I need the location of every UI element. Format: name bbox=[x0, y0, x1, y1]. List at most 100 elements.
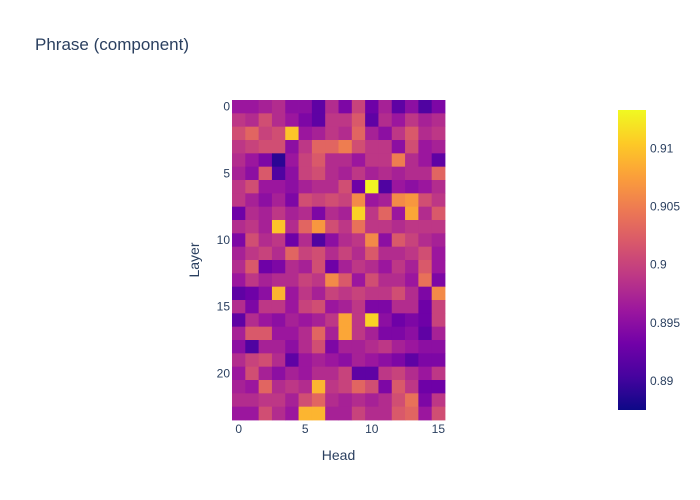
heatmap-cell bbox=[338, 313, 353, 328]
heatmap-cell bbox=[431, 166, 446, 181]
heatmap-cell bbox=[311, 340, 326, 354]
heatmap-cell bbox=[418, 326, 433, 341]
heatmap-cell bbox=[378, 113, 393, 128]
heatmap-cell bbox=[378, 340, 393, 354]
heatmap-cell bbox=[258, 340, 273, 354]
heatmap-cell bbox=[365, 140, 379, 154]
heatmap-cell bbox=[431, 180, 446, 194]
heatmap-cell bbox=[325, 300, 339, 314]
heatmap-cell bbox=[351, 393, 366, 408]
heatmap-cell bbox=[365, 393, 379, 408]
heatmap-cell bbox=[325, 380, 339, 394]
heatmap-cell bbox=[351, 113, 366, 128]
heatmap-cell bbox=[325, 286, 339, 301]
heatmap-cell bbox=[271, 220, 286, 234]
heatmap-cell bbox=[271, 366, 286, 381]
heatmap-cell bbox=[325, 326, 339, 341]
heatmap-cell bbox=[431, 406, 446, 421]
heatmap-cell bbox=[232, 286, 246, 301]
heatmap-cell bbox=[391, 100, 406, 114]
heatmap-cell bbox=[351, 206, 366, 221]
colorbar-tick-label: 0.905 bbox=[650, 200, 680, 214]
heatmap-cell bbox=[378, 126, 393, 141]
heatmap-cell bbox=[418, 113, 433, 128]
heatmap-cell bbox=[431, 313, 446, 328]
heatmap-cell bbox=[258, 380, 273, 394]
heatmap-cell bbox=[285, 260, 299, 274]
heatmap-cell bbox=[378, 366, 393, 381]
colorbar-tick-label: 0.9 bbox=[650, 258, 667, 272]
heatmap-cell bbox=[405, 340, 419, 354]
heatmap-cell bbox=[365, 326, 379, 341]
heatmap-cell bbox=[391, 393, 406, 408]
heatmap-cell bbox=[325, 233, 339, 248]
heatmap-cell bbox=[232, 206, 246, 221]
heatmap-cell bbox=[232, 300, 246, 314]
heatmap-cell bbox=[365, 193, 379, 208]
heatmap-cell bbox=[271, 273, 286, 288]
heatmap-cell bbox=[298, 220, 313, 234]
heatmap-cell bbox=[298, 326, 313, 341]
heatmap-cell bbox=[351, 406, 366, 421]
heatmap-cell bbox=[431, 340, 446, 354]
heatmap-cell bbox=[245, 313, 260, 328]
heatmap-cell bbox=[311, 366, 326, 381]
heatmap-cell bbox=[351, 220, 366, 234]
heatmap-cell bbox=[258, 233, 273, 248]
heatmap-cell bbox=[271, 340, 286, 354]
heatmap-cell bbox=[391, 313, 406, 328]
y-axis-ticks: 0 5 10 15 20 bbox=[217, 100, 231, 381]
heatmap-cell bbox=[258, 153, 273, 168]
heatmap-cell bbox=[378, 246, 393, 261]
heatmap-cell bbox=[311, 353, 326, 368]
heatmap-cell bbox=[338, 340, 353, 354]
heatmap-cell bbox=[431, 113, 446, 128]
heatmap-cell bbox=[365, 340, 379, 354]
heatmap-cell bbox=[271, 313, 286, 328]
heatmap-cell bbox=[271, 353, 286, 368]
heatmap-cell bbox=[405, 246, 419, 261]
heatmap-cell bbox=[232, 340, 246, 354]
heatmap-cell bbox=[232, 273, 246, 288]
heatmap-cell bbox=[365, 180, 379, 194]
heatmap-cell bbox=[298, 406, 313, 421]
heatmap-cell bbox=[378, 326, 393, 341]
heatmap-cell bbox=[418, 180, 433, 194]
heatmap-cell bbox=[258, 113, 273, 128]
heatmap-cell bbox=[405, 286, 419, 301]
heatmap-cell bbox=[325, 220, 339, 234]
heatmap-cell bbox=[245, 353, 260, 368]
heatmap-cell bbox=[351, 286, 366, 301]
heatmap-cell bbox=[338, 113, 353, 128]
heatmap-cell bbox=[351, 126, 366, 141]
heatmap-cell bbox=[325, 166, 339, 181]
y-tick-label: 10 bbox=[217, 233, 231, 247]
heatmap-cell bbox=[245, 193, 260, 208]
heatmap-cell bbox=[351, 233, 366, 248]
heatmap-cell bbox=[298, 193, 313, 208]
heatmap-cell bbox=[378, 220, 393, 234]
heatmap-cell bbox=[365, 206, 379, 221]
colorbar-tick-label: 0.895 bbox=[650, 316, 680, 330]
heatmap-cell bbox=[232, 220, 246, 234]
heatmap-cell bbox=[271, 140, 286, 154]
heatmap-cell bbox=[338, 220, 353, 234]
heatmap-cell bbox=[271, 126, 286, 141]
heatmap-cell bbox=[245, 406, 260, 421]
heatmap-cell bbox=[418, 126, 433, 141]
heatmap-cell bbox=[258, 300, 273, 314]
heatmap-cell bbox=[405, 206, 419, 221]
heatmap-cell bbox=[325, 193, 339, 208]
heatmap-cell bbox=[405, 406, 419, 421]
y-tick-label: 20 bbox=[217, 366, 231, 380]
heatmap-cell bbox=[391, 113, 406, 128]
y-tick-label: 0 bbox=[223, 100, 230, 114]
x-tick-label: 0 bbox=[235, 422, 242, 436]
heatmap-cell bbox=[431, 326, 446, 341]
heatmap-cell bbox=[271, 300, 286, 314]
heatmap-cell bbox=[271, 193, 286, 208]
heatmap-cell bbox=[405, 126, 419, 141]
heatmap-cell bbox=[232, 193, 246, 208]
heatmap-cell bbox=[271, 406, 286, 421]
heatmap-cell bbox=[271, 246, 286, 261]
